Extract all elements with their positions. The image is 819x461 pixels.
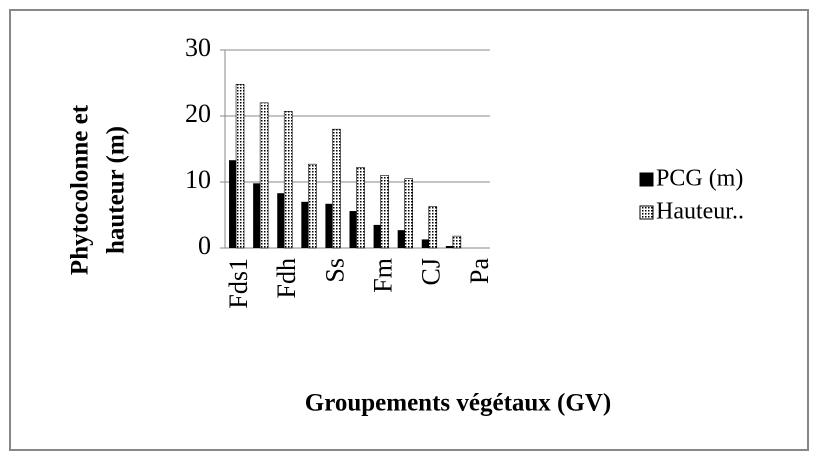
y-tick-label: 10	[185, 165, 211, 194]
bar	[283, 111, 293, 249]
x-tick-label: Pa	[465, 258, 494, 284]
y-tick-label: 20	[185, 99, 211, 128]
bar	[235, 84, 245, 249]
x-tick-label: CJ	[417, 258, 446, 285]
bar	[325, 203, 334, 248]
bar	[452, 235, 462, 249]
bar	[332, 128, 341, 249]
bar	[253, 183, 262, 248]
bar	[380, 175, 389, 249]
bar	[404, 178, 413, 249]
legend-swatch	[639, 172, 654, 187]
x-tick-label: Fds1	[224, 258, 253, 309]
bar	[373, 224, 382, 248]
bar	[445, 246, 454, 248]
x-tick-label: Fm	[369, 258, 398, 293]
bar	[308, 163, 317, 249]
legend-label: Hauteur..	[656, 199, 744, 225]
x-axis-title: Groupements végétaux (GV)	[305, 390, 611, 417]
y-tick-label: 30	[185, 33, 211, 62]
bar	[301, 201, 310, 248]
legend-label: PCG (m)	[656, 166, 743, 192]
y-axis-title: hauteur (m)	[103, 126, 130, 254]
bar	[277, 193, 286, 248]
bar	[397, 230, 406, 248]
y-axis-title: Phytocolonne et	[67, 104, 94, 275]
bar	[229, 160, 238, 248]
bar	[428, 206, 438, 249]
bar	[349, 211, 358, 248]
bar	[356, 167, 365, 249]
bar	[259, 102, 269, 249]
bar	[421, 239, 430, 248]
y-tick-label: 0	[198, 231, 211, 260]
x-tick-label: Ss	[320, 258, 349, 283]
legend-swatch	[639, 205, 654, 220]
x-tick-label: Fdh	[272, 258, 301, 298]
